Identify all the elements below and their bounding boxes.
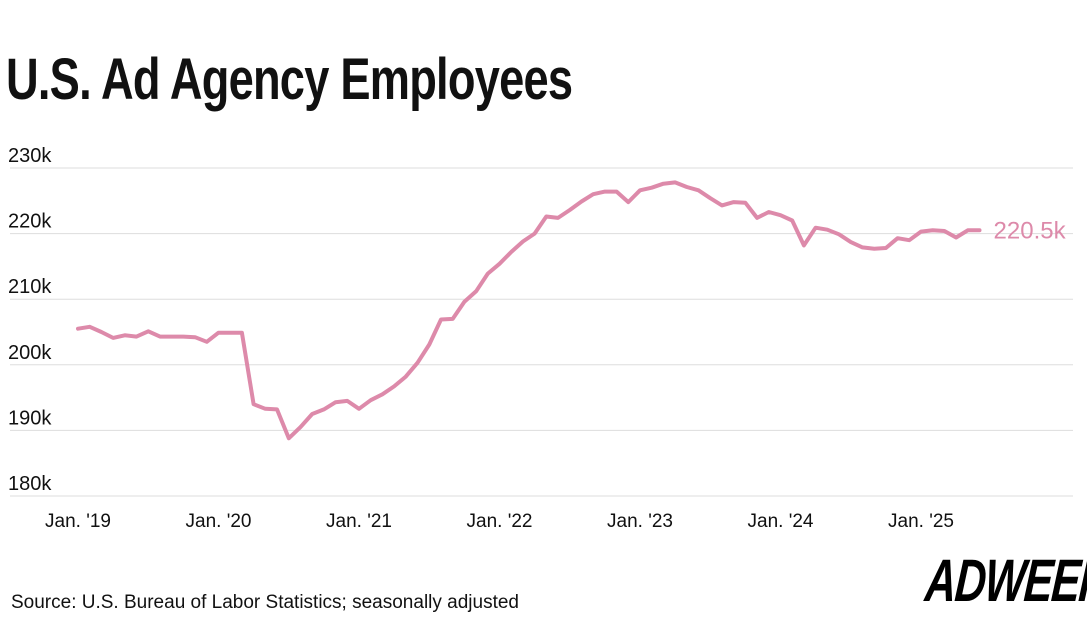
y-tick-label: 210k	[8, 276, 52, 298]
x-tick-label: Jan. '21	[326, 511, 392, 532]
x-tick-label: Jan. '25	[888, 511, 954, 532]
y-axis-labels: 180k 190k 200k 210k 220k 230k	[8, 145, 52, 495]
x-tick-label: Jan. '19	[45, 511, 111, 532]
y-tick-label: 220k	[8, 211, 52, 233]
x-tick-label: Jan. '23	[607, 511, 673, 532]
x-axis-labels: Jan. '19 Jan. '20 Jan. '21 Jan. '22 Jan. '23…	[45, 511, 954, 532]
x-tick-label: Jan. '22	[467, 511, 533, 532]
series-line	[76, 180, 982, 441]
chart-title: U.S. Ad Agency Employees	[6, 47, 573, 112]
y-tick-label: 190k	[8, 407, 52, 429]
end-label-layer: 220.5k	[994, 217, 1067, 244]
end-value-label: 220.5k	[994, 217, 1067, 244]
adweek-logo[interactable]: ADWEEK	[923, 547, 1087, 614]
x-tick-label: Jan. '24	[748, 511, 814, 532]
y-tick-label: 230k	[8, 145, 52, 167]
source-note: Source: U.S. Bureau of Labor Statistics;…	[11, 592, 519, 613]
series-layer	[76, 180, 982, 441]
gridlines	[10, 167, 1073, 497]
y-tick-label: 180k	[8, 473, 52, 495]
y-tick-label: 200k	[8, 342, 52, 364]
x-tick-label: Jan. '20	[186, 511, 252, 532]
